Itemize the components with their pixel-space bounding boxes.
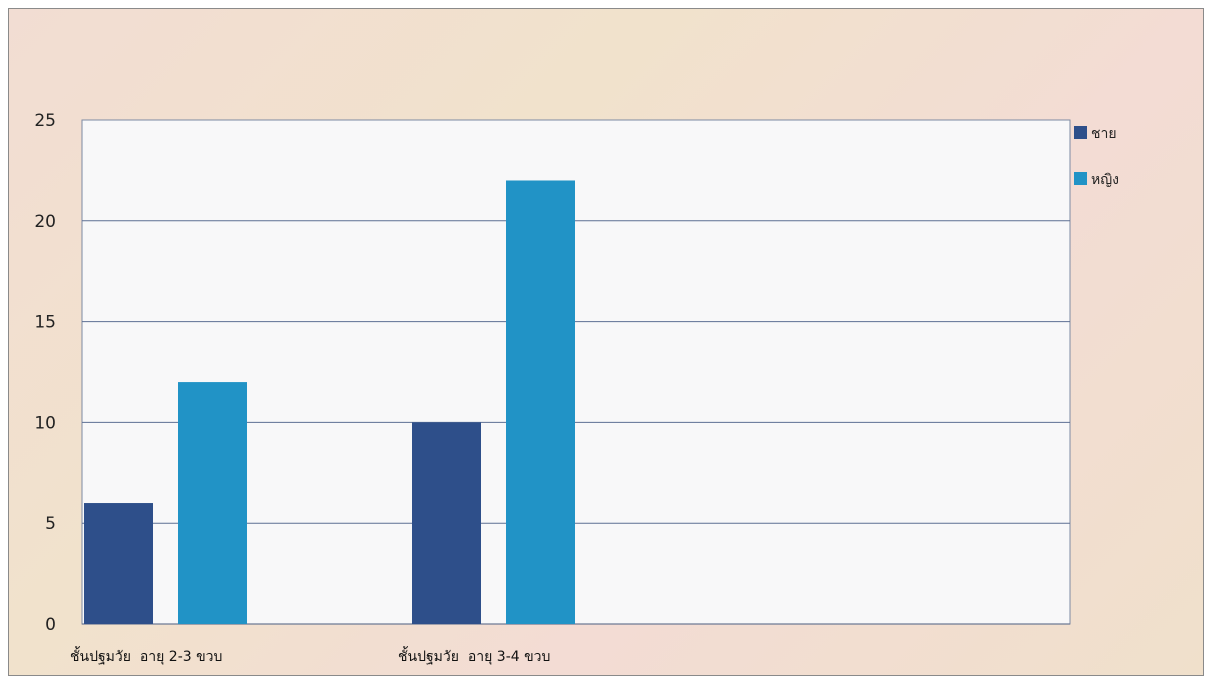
legend-label: หญิง	[1091, 172, 1119, 188]
bar-female-1	[178, 382, 247, 624]
bar-female-2	[506, 180, 575, 625]
bar-male-1	[84, 503, 153, 624]
legend-swatch	[1074, 126, 1087, 139]
x-category-label: ชั้นปฐมวัย อายุ 3-4 ขวบ	[398, 646, 550, 665]
y-tick-label: 10	[34, 413, 56, 433]
y-tick-label: 0	[45, 615, 56, 635]
bar-male-2	[412, 422, 481, 624]
y-tick-label: 25	[34, 111, 56, 131]
y-tick-label: 15	[34, 313, 56, 333]
x-axis-category-labels: ชั้นปฐมวัย อายุ 2-3 ขวบ ชั้นปฐมวัย อายุ 3…	[70, 646, 550, 665]
legend-label: ชาย	[1091, 126, 1117, 142]
y-tick-label: 20	[34, 212, 56, 232]
bars	[84, 180, 575, 625]
y-tick-label: 5	[45, 514, 56, 534]
y-axis-tick-labels: 0 5 10 15 20 25	[34, 111, 56, 635]
legend-swatch	[1074, 172, 1087, 185]
x-category-label: ชั้นปฐมวัย อายุ 2-3 ขวบ	[70, 646, 222, 665]
